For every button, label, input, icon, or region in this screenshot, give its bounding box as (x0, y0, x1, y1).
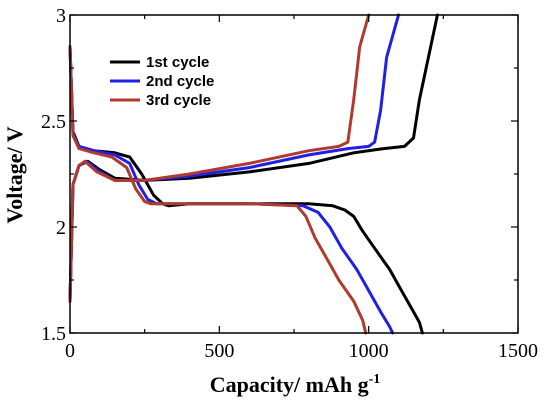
series-lines (68, 13, 439, 335)
series-3-discharge-line (68, 45, 368, 335)
x-tick-label: 1000 (349, 340, 389, 362)
legend-label-2: 2nd cycle (146, 73, 214, 90)
legend-label-3: 3rd cycle (146, 92, 211, 109)
y-axis-title: Voltage/ V (2, 126, 27, 223)
y-tick-label: 2.5 (41, 111, 66, 133)
series-3-charge-line (68, 13, 371, 303)
y-tick-label: 1.5 (41, 323, 66, 345)
x-tick-label: 1500 (498, 340, 538, 362)
y-tick-label: 2 (56, 217, 66, 239)
x-tick-label: 500 (204, 340, 234, 362)
axes: 0 500 1000 1500 1.5 2 2.5 3 (41, 5, 538, 362)
legend: 1st cycle 2nd cycle 3rd cycle (110, 54, 214, 109)
y-tick-label: 3 (56, 5, 66, 27)
x-tick-label: 0 (65, 340, 75, 362)
legend-label-1: 1st cycle (146, 54, 209, 71)
x-axis-title: Capacity/ mAh g-1 (210, 372, 381, 397)
